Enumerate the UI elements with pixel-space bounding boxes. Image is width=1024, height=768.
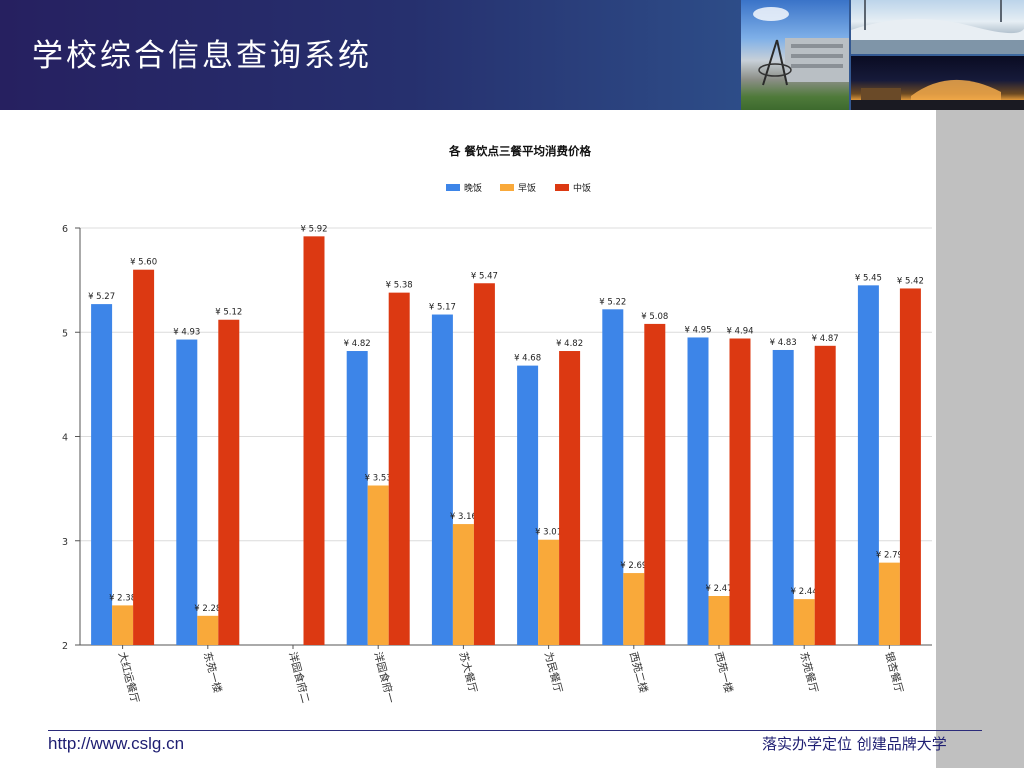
- bar-3-1: [367, 485, 389, 645]
- legend-label-0: 晚饭: [464, 182, 482, 194]
- campus-photo-lake: [851, 0, 1024, 54]
- page-title: 学校综合信息查询系统: [32, 38, 372, 74]
- bar-label-1-0: ¥ 4.93: [173, 328, 200, 338]
- bar-label-6-1: ¥ 2.69: [620, 561, 647, 571]
- bar-label-4-0: ¥ 5.17: [429, 303, 456, 313]
- legend-label-1: 早饭: [518, 182, 536, 194]
- bar-0-0: [91, 304, 113, 645]
- x-tick-label-7: 西苑一楼: [712, 650, 736, 694]
- bar-label-3-0: ¥ 4.82: [344, 339, 371, 349]
- bar-label-6-2: ¥ 5.08: [641, 312, 668, 322]
- bar-label-1-1: ¥ 2.28: [194, 604, 221, 614]
- legend-label-2: 中饭: [573, 182, 591, 194]
- bar-5-2: [559, 351, 581, 645]
- chart-bars: ¥ 5.27 ¥ 2.38 ¥ 5.60 ¥ 4.93 ¥ 2.28 ¥ 5.12 ¥ 5.…: [88, 224, 924, 645]
- x-tick-label-1: 东苑一楼: [201, 650, 225, 694]
- x-tick-label-0: 大红运餐厅: [116, 650, 142, 704]
- bar-6-0: [602, 309, 624, 645]
- bar-6-2: [644, 323, 666, 645]
- y-axis: 2 3 4 5 6: [62, 224, 81, 652]
- bar-8-0: [772, 349, 794, 645]
- campus-photo-building: [741, 0, 849, 110]
- x-axis: 大红运餐厅 东苑一楼 洋园食府二 洋园食府一 苏大餐厅 为民餐厅 西苑二楼 西苑一楼 东苑餐厅 银…: [116, 645, 906, 705]
- bar-label-6-0: ¥ 5.22: [599, 297, 626, 307]
- bar-3-2: [388, 292, 410, 645]
- bar-label-5-1: ¥ 3.01: [535, 528, 562, 538]
- footer-divider: [48, 730, 982, 731]
- y-tick-label-0: 2: [62, 641, 68, 652]
- bar-9-2: [899, 288, 921, 645]
- bar-6-1: [623, 573, 645, 645]
- y-tick-label-1: 3: [62, 537, 68, 548]
- bar-label-7-0: ¥ 4.95: [684, 325, 711, 335]
- y-tick-label-2: 4: [62, 433, 68, 444]
- bar-7-1: [708, 596, 730, 645]
- x-tick-label-6: 西苑二楼: [627, 650, 651, 694]
- bar-label-4-2: ¥ 5.47: [471, 271, 498, 281]
- bar-3-0: [346, 351, 368, 645]
- chart-title: 各 餐饮点三餐平均消费价格: [448, 144, 592, 158]
- x-tick-label-5: 为民餐厅: [542, 650, 565, 694]
- bar-label-5-0: ¥ 4.68: [514, 354, 541, 364]
- y-tick-label-4: 6: [62, 224, 68, 235]
- bar-label-3-1: ¥ 3.53: [365, 473, 392, 483]
- bar-label-4-1: ¥ 3.16: [450, 512, 477, 522]
- bar-9-0: [857, 285, 879, 645]
- bar-0-1: [112, 605, 134, 645]
- bar-1-1: [197, 615, 219, 645]
- bar-8-1: [793, 599, 815, 645]
- bar-label-1-2: ¥ 5.12: [215, 308, 242, 318]
- right-sidebar: [936, 110, 1024, 768]
- bar-label-5-2: ¥ 4.82: [556, 339, 583, 349]
- y-tick-label-3: 5: [62, 328, 68, 339]
- bar-7-0: [687, 337, 709, 645]
- bar-label-9-1: ¥ 2.79: [876, 551, 903, 561]
- x-tick-label-9: 银杏餐厅: [883, 650, 906, 694]
- bar-2-2: [303, 236, 325, 645]
- bar-label-0-2: ¥ 5.60: [130, 258, 157, 268]
- campus-photo-night: [851, 56, 1024, 110]
- x-tick-label-8: 东苑餐厅: [797, 650, 820, 694]
- bar-1-0: [176, 339, 198, 645]
- legend-swatch-0: [446, 184, 460, 191]
- bar-label-7-2: ¥ 4.94: [726, 327, 753, 337]
- bar-4-1: [452, 524, 474, 645]
- bar-1-2: [218, 319, 240, 645]
- bar-4-2: [473, 283, 495, 645]
- bar-7-2: [729, 338, 751, 645]
- bar-label-0-0: ¥ 5.27: [88, 292, 115, 302]
- footer-url: http://www.cslg.cn: [48, 734, 185, 753]
- bar-label-7-1: ¥ 2.47: [705, 584, 732, 594]
- chart-legend: 晚饭 早饭 中饭: [446, 182, 591, 194]
- bar-0-2: [133, 269, 155, 645]
- legend-swatch-1: [500, 184, 514, 191]
- bar-9-1: [878, 562, 900, 645]
- chart-gridlines: [80, 227, 932, 646]
- bar-label-8-1: ¥ 2.44: [791, 587, 818, 597]
- bar-4-0: [431, 314, 453, 645]
- lake-illustration: [851, 0, 1024, 54]
- bar-label-8-0: ¥ 4.83: [770, 338, 797, 348]
- header-banner: 学校综合信息查询系统: [0, 0, 1024, 110]
- night-building-illustration: [851, 79, 1024, 110]
- x-tick-label-4: 苏大餐厅: [457, 650, 480, 694]
- bar-label-8-2: ¥ 4.87: [812, 334, 839, 344]
- legend-swatch-2: [555, 184, 569, 191]
- x-tick-label-2: 洋园食府二: [286, 650, 312, 704]
- bar-label-9-0: ¥ 5.45: [855, 273, 882, 283]
- bar-label-0-1: ¥ 2.38: [109, 593, 136, 603]
- campus-building-illustration: [753, 7, 849, 86]
- bar-5-0: [517, 365, 539, 645]
- bar-8-2: [814, 345, 836, 645]
- bar-label-9-2: ¥ 5.42: [897, 276, 924, 286]
- bar-label-3-2: ¥ 5.38: [386, 281, 413, 291]
- bar-label-2-2: ¥ 5.92: [300, 224, 327, 234]
- x-tick-label-3: 洋园食府一: [371, 650, 397, 705]
- bar-5-1: [538, 539, 560, 645]
- footer-slogan: 落实办学定位 创建品牌大学: [762, 735, 947, 753]
